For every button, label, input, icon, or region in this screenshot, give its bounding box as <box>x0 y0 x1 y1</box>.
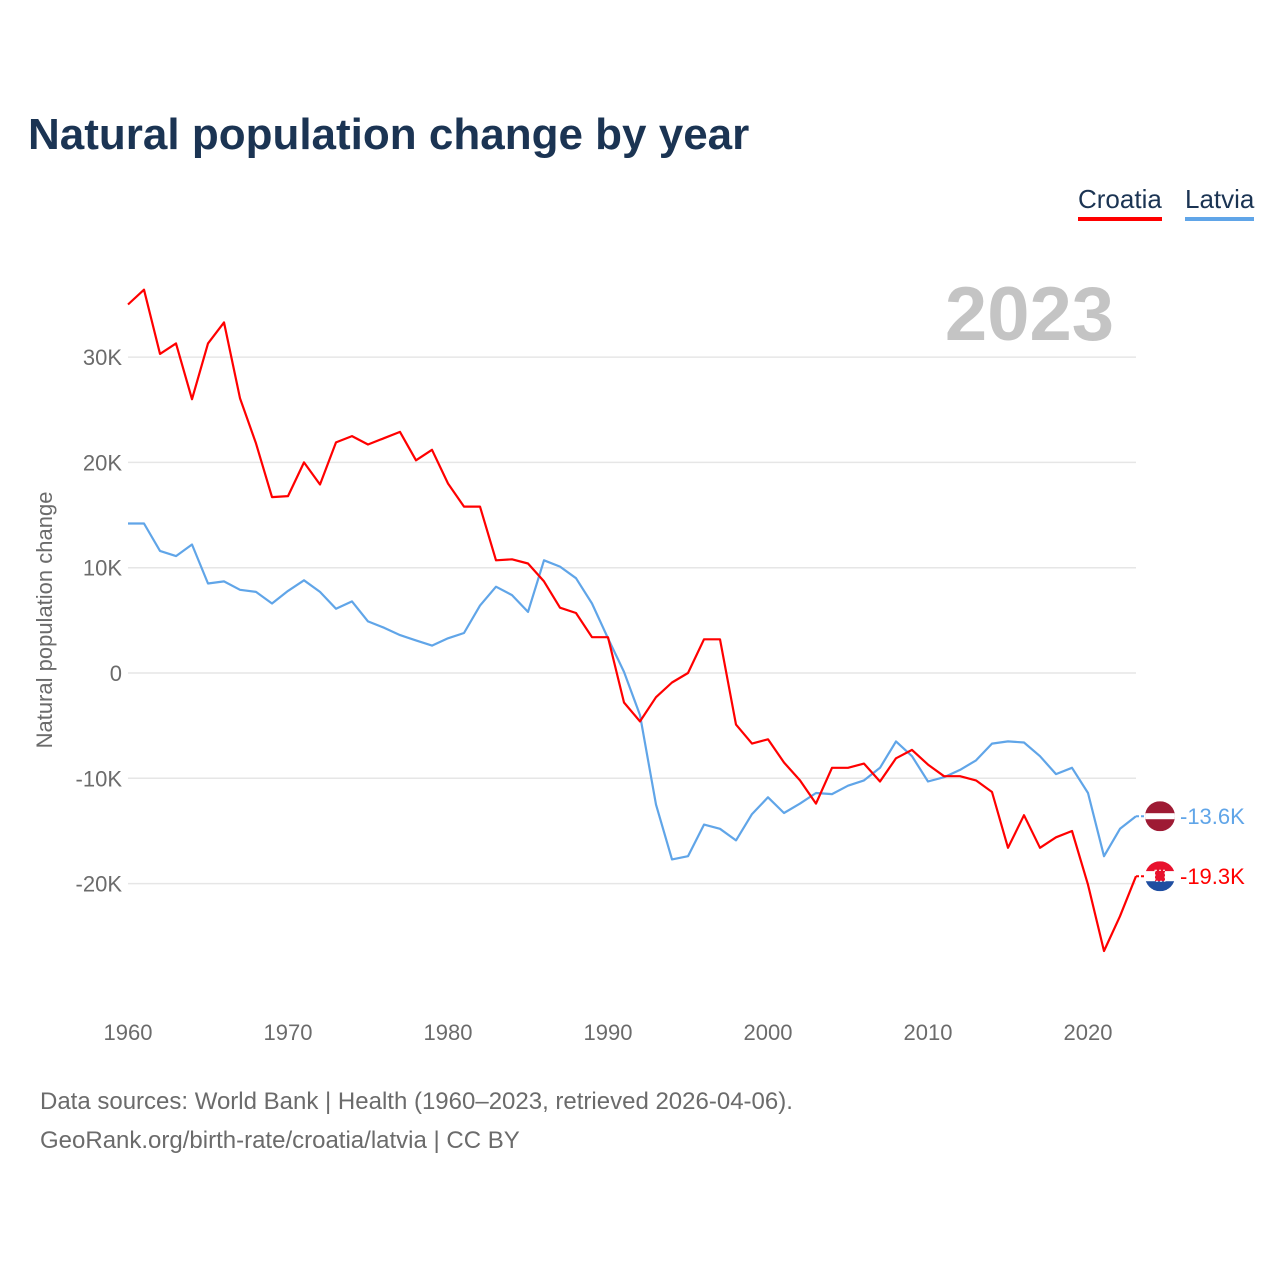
y-tick-label: -10K <box>76 766 123 791</box>
flag-stripes <box>1145 801 1175 832</box>
flag-shield <box>1154 869 1166 882</box>
x-tick-label: 1990 <box>584 1020 633 1045</box>
series-line-croatia <box>127 288 1138 953</box>
credit-link[interactable]: GeoRank.org/birth-rate/croatia/latvia | … <box>40 1127 520 1154</box>
x-tick-label: 2020 <box>1064 1020 1113 1045</box>
chart-title: Natural population change by year <box>28 110 750 159</box>
end-value-label: -13.6K <box>1180 804 1245 829</box>
y-axis-label: Natural population change <box>32 492 57 749</box>
y-tick-label: 10K <box>83 556 122 581</box>
flag-stripe <box>1145 861 1175 872</box>
x-tick-label: 1970 <box>264 1020 313 1045</box>
y-tick-label: 20K <box>83 450 122 475</box>
series-line-latvia <box>128 522 1137 861</box>
croatia-flag-icon <box>1145 861 1175 892</box>
legend-item-croatia[interactable]: Croatia <box>1078 184 1162 221</box>
year-label: 2023 <box>945 272 1114 357</box>
flag-stripe <box>1145 813 1175 820</box>
x-tick-label: 2000 <box>744 1020 793 1045</box>
x-tick-label: 2010 <box>904 1020 953 1045</box>
y-tick-label: 0 <box>110 661 122 686</box>
legend-item-latvia[interactable]: Latvia <box>1185 184 1255 221</box>
flag-stripes <box>1145 861 1175 892</box>
flag-stripe <box>1145 881 1175 892</box>
line-chart: 30K 20K 10K 0 -10K -20K 1960 1970 1980 1990 2000 20… <box>32 272 1245 1045</box>
end-value-label: -19.3K <box>1180 864 1245 889</box>
y-tick-label: 30K <box>83 345 122 370</box>
x-tick-label: 1960 <box>104 1020 153 1045</box>
x-tick-label: 1980 <box>424 1020 473 1045</box>
latvia-flag-icon <box>1145 801 1175 832</box>
source-note: Data sources: World Bank | Health (1960–… <box>40 1088 793 1115</box>
y-tick-label: -20K <box>76 872 123 897</box>
